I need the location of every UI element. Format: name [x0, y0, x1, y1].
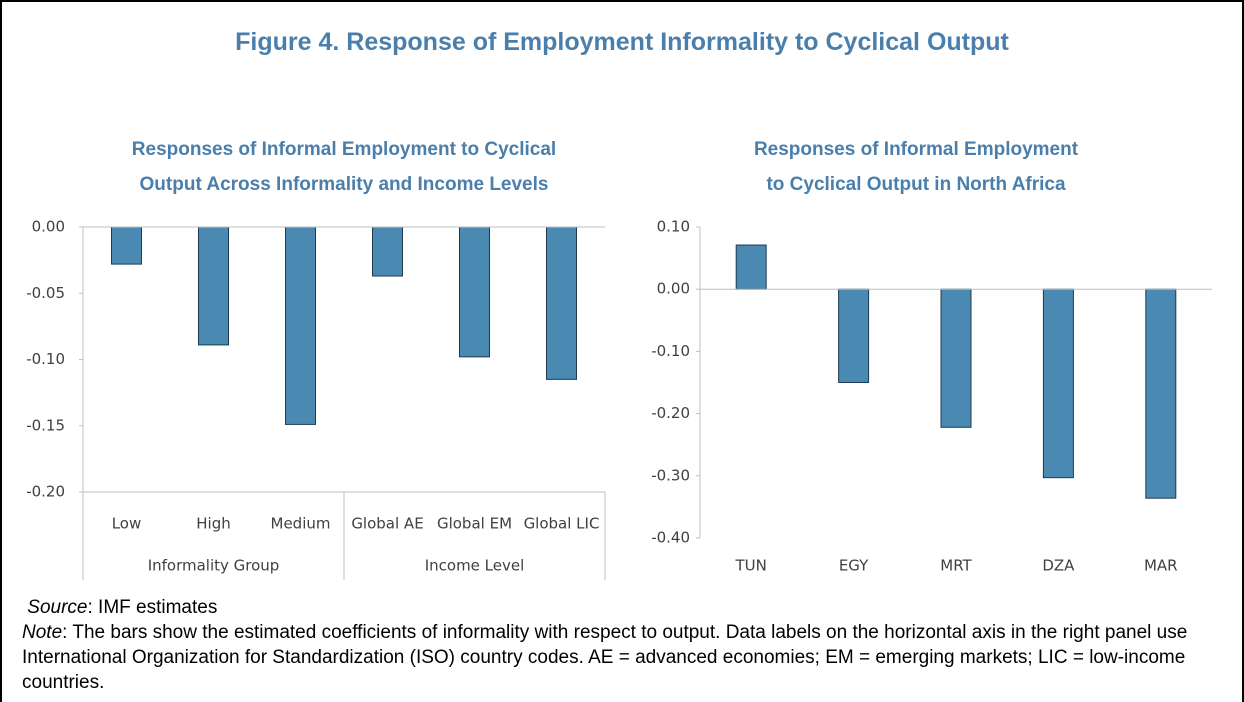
x-tick-label: TUN — [735, 557, 767, 575]
x-tick-label: DZA — [1042, 557, 1075, 575]
y-tick-label: -0.15 — [26, 416, 65, 434]
group-label: Informality Group — [148, 557, 280, 575]
note-label: Note — [22, 622, 63, 643]
y-tick-label: -0.20 — [651, 404, 690, 422]
bar — [198, 226, 229, 346]
bar — [735, 244, 767, 290]
x-tick-label: EGY — [839, 557, 869, 575]
x-tick-label: Medium — [271, 515, 331, 533]
chart-title: Responses of Informal Employment to Cycl… — [132, 139, 556, 195]
footnotes: Source: IMF estimates Note: The bars sho… — [22, 595, 1222, 695]
bar — [1042, 288, 1074, 479]
note-text: : The bars show the estimated coefficien… — [22, 622, 1188, 693]
x-tick-label: MAR — [1144, 557, 1178, 575]
x-tick-label: Global LIC — [524, 515, 600, 533]
y-tick-label: 0.00 — [657, 280, 690, 298]
bar — [940, 288, 972, 428]
source: Source: IMF estimates — [22, 595, 1222, 620]
bar — [838, 288, 870, 384]
y-tick-label: -0.40 — [651, 529, 690, 547]
group-label: Income Level — [425, 557, 525, 575]
x-tick-label: Global EM — [437, 515, 512, 533]
source-text: : IMF estimates — [87, 597, 218, 618]
bar — [111, 226, 142, 265]
charts: Responses of Informal Employment to Cycl… — [26, 139, 1212, 580]
x-tick-label: Low — [112, 515, 142, 533]
y-tick-label: 0.10 — [657, 218, 690, 236]
y-tick-label: -0.10 — [651, 342, 690, 360]
chart-title: Responses of Informal Employment to Cycli… — [754, 139, 1079, 195]
bar — [372, 226, 403, 277]
bar — [285, 226, 316, 425]
x-tick-label: MRT — [940, 557, 972, 575]
bar — [1145, 288, 1177, 499]
y-tick-label: -0.30 — [651, 466, 690, 484]
note: Note: The bars show the estimated coeffi… — [22, 620, 1222, 695]
y-tick-label: 0.00 — [32, 218, 65, 236]
bar — [546, 226, 577, 380]
y-tick-label: -0.05 — [26, 284, 65, 302]
x-tick-label: Global AE — [351, 515, 423, 533]
bar — [459, 226, 490, 358]
figure-title: Figure 4. Response of Employment Informa… — [235, 28, 1009, 56]
y-tick-label: -0.10 — [26, 350, 65, 368]
x-tick-label: High — [196, 515, 230, 533]
y-tick-label: -0.20 — [26, 483, 65, 501]
source-label: Source — [27, 597, 88, 618]
